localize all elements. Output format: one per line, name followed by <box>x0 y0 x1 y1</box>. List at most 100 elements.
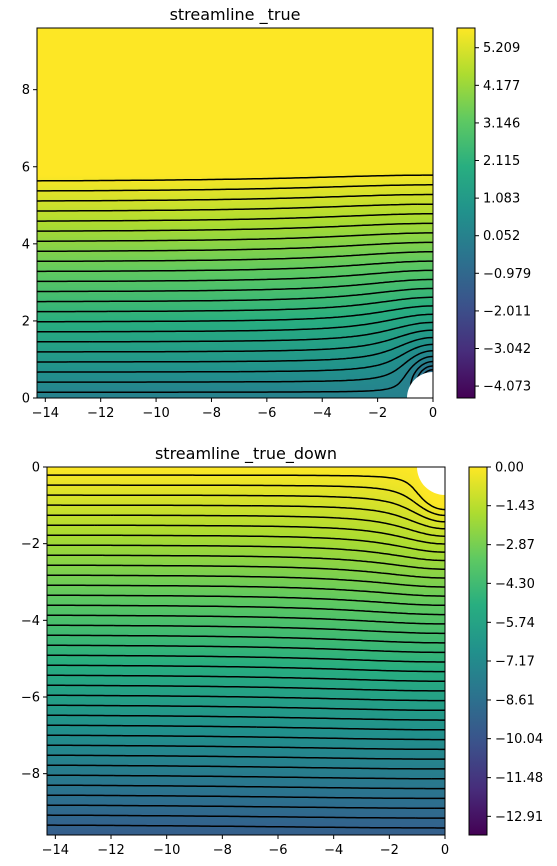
chart-1-colorbar-frame <box>456 27 476 399</box>
chart-2-contour-line <box>47 544 445 562</box>
chart-2-x-axis: −14 −12 −10 −8 −6 −4 −2 0 <box>42 835 449 858</box>
chart-2-contour-line <box>47 474 445 511</box>
chart-1-plot-area <box>37 28 433 398</box>
chart-2-x-tick-label: 0 <box>441 843 449 858</box>
chart-1-contour-line <box>37 232 433 242</box>
chart-2-x-tick-label: −10 <box>153 843 180 858</box>
chart-2-colorbar-tick-label: −5.74 <box>495 616 535 631</box>
chart-1-contour-line <box>37 184 433 192</box>
chart-2-colorbar-tick-label: −4.30 <box>495 577 535 592</box>
chart-1-colorbar-tick-label: 0.052 <box>483 229 520 244</box>
chart-1-contour-line <box>37 349 433 383</box>
chart-2-y-tick-label: 0 <box>32 461 40 476</box>
chart-1-x-tick-label: −4 <box>313 406 332 421</box>
chart-2-contour-line <box>47 794 445 800</box>
chart-1-x-tick-label: −10 <box>142 406 169 421</box>
chart-2-contours <box>47 474 445 829</box>
chart-1-colorbar-axis: −4.073 −3.042 −2.011 −0.979 0.052 1.083 2.115 3… <box>475 41 531 395</box>
chart-2-contour-line <box>47 754 445 760</box>
chart-1-contour-line <box>37 203 433 212</box>
chart-2-y-tick-label: −4 <box>21 614 40 629</box>
chart-1-x-tick-label: −2 <box>368 406 387 421</box>
chart-1-contour-line <box>37 355 433 393</box>
chart-2-contour-line <box>47 574 445 588</box>
chart-2-contour-line <box>47 524 445 545</box>
chart-1-contour-line <box>37 343 433 373</box>
chart-1-contour-line <box>37 193 433 202</box>
chart-1-colorbar <box>457 28 475 398</box>
chart-2-contour-line <box>47 824 445 829</box>
chart-1-contour-line <box>37 260 433 273</box>
chart-1-x-axis: −14 −12 −10 −8 −6 −4 −2 0 <box>32 398 437 421</box>
chart-2-contour-line <box>47 724 445 731</box>
chart-2-y-tick-label: −6 <box>21 691 40 706</box>
chart-1-title: streamline _true <box>170 5 301 25</box>
chart-1-x-tick-label: −14 <box>32 406 59 421</box>
chart-2-contour-line <box>47 504 445 530</box>
chart-2-contour-line <box>47 654 445 663</box>
chart-2-x-tick-label: −12 <box>97 843 124 858</box>
chart-2-colorbar-tick-label: −8.61 <box>495 693 535 708</box>
chart-2-x-tick-label: −14 <box>42 843 69 858</box>
chart-1-contour-line <box>37 222 433 232</box>
chart-2-colorbar-tick-label: −11.48 <box>495 771 543 786</box>
chart-2-contour-line <box>47 784 445 790</box>
chart-1-contour-line <box>37 329 433 353</box>
chart-2-y-tick-label: −8 <box>21 767 40 782</box>
chart-1-colorbar-tick-label: −2.011 <box>483 304 531 319</box>
chart-2-x-tick-label: −8 <box>213 843 232 858</box>
chart-2-colorbar-tick-label: −10.04 <box>495 732 543 747</box>
chart-1-contour-line <box>37 174 433 182</box>
chart-1-contour-line <box>37 313 433 333</box>
chart-2-contour-line <box>47 554 445 570</box>
chart-1-contour-line <box>37 251 433 263</box>
chart-1-contour-line <box>37 269 433 283</box>
chart-2-colorbar-tick-label: −7.17 <box>495 655 535 670</box>
chart-2-contour-line <box>47 684 445 692</box>
chart-2-contour-line <box>47 484 445 517</box>
chart-2-contour-line <box>47 734 445 741</box>
chart-1-contour-line <box>37 321 433 343</box>
chart-2-contour-line <box>47 564 445 579</box>
chart-1-contour-line <box>37 278 433 293</box>
chart-2-contour-line <box>47 624 445 635</box>
chart-2-frame <box>46 466 446 836</box>
chart-1-y-tick-label: 6 <box>22 160 30 175</box>
chart-1-y-tick-label: 2 <box>22 314 30 329</box>
chart-1-colorbar-tick-label: 1.083 <box>483 192 520 207</box>
chart-2-contour-line <box>47 804 445 810</box>
chart-2-contour-line <box>47 674 445 682</box>
chart-1-contour-line <box>37 296 433 313</box>
chart-2-contour-line <box>47 634 445 644</box>
chart-2-y-axis: 0 −2 −4 −6 −8 <box>21 461 47 782</box>
chart-1-colorbar-tick-label: 5.209 <box>483 41 520 56</box>
chart-2-contour-line <box>47 494 445 523</box>
chart-1-contour-line <box>37 213 433 222</box>
chart-1-y-tick-label: 4 <box>22 237 30 252</box>
chart-2-contour-line <box>47 694 445 702</box>
chart-1-colorbar-tick-label: −4.073 <box>483 380 531 395</box>
chart-2-colorbar-tick-label: −2.87 <box>495 538 535 553</box>
chart-1-x-tick-label: 0 <box>429 406 437 421</box>
chart-1-heatmap <box>37 28 433 398</box>
chart-1-contour-line <box>37 305 433 323</box>
chart-1-x-tick-label: −8 <box>202 406 221 421</box>
chart-2-colorbar-tick-label: −1.43 <box>495 499 535 514</box>
chart-1-x-tick-label: −12 <box>87 406 114 421</box>
chart-2-contour-line <box>47 644 445 654</box>
chart-2-plot-area <box>47 467 445 835</box>
chart-1-contour-line <box>37 287 433 303</box>
chart-2-y-tick-label: −2 <box>21 537 40 552</box>
chart-2-colorbar-frame <box>468 466 488 836</box>
chart-2-colorbar-tick-label: 0.00 <box>495 461 524 476</box>
chart-2-contour-line <box>47 594 445 607</box>
chart-1-colorbar-tick-label: 3.146 <box>483 116 520 131</box>
chart-2-colorbar-tick-label: −12.91 <box>495 810 543 825</box>
chart-2-x-tick-label: −4 <box>324 843 343 858</box>
chart-1-contour-line <box>37 241 433 253</box>
chart-2-contour-line <box>47 774 445 780</box>
chart-2-contour-line <box>47 584 445 597</box>
chart-2-contour-line <box>47 664 445 673</box>
chart-1-y-tick-label: 0 <box>22 392 30 407</box>
